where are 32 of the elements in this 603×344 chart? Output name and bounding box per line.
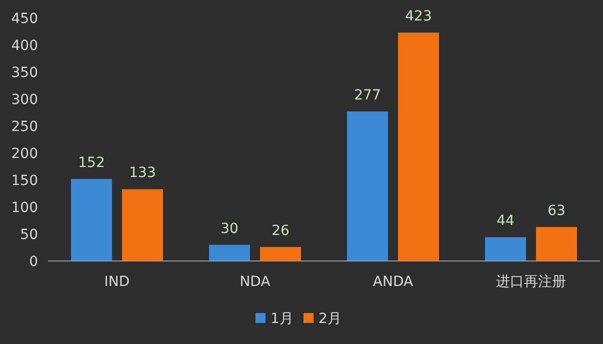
y-tick-label: 350 [11, 65, 38, 81]
y-tick-label: 400 [11, 38, 38, 54]
y-tick-label: 100 [11, 200, 38, 216]
legend-label: 1月 [270, 311, 294, 327]
bar [347, 111, 388, 261]
legend-label: 2月 [318, 311, 342, 327]
data-label: 277 [354, 87, 381, 104]
bar [536, 226, 577, 261]
data-label: 423 [405, 8, 432, 25]
data-label: 44 [496, 213, 514, 230]
bar [71, 178, 112, 261]
data-label: 133 [129, 165, 156, 182]
y-tick-label: 200 [11, 146, 38, 162]
data-label: 30 [220, 220, 238, 237]
bar [209, 244, 250, 261]
y-tick-label: 0 [29, 254, 38, 270]
data-label: 63 [548, 202, 566, 219]
y-tick-label: 450 [11, 11, 38, 27]
x-tick-label: ANDA [372, 274, 414, 290]
y-tick-label: 150 [11, 173, 38, 189]
y-tick-label: 50 [20, 227, 38, 243]
y-tick-label: 250 [11, 119, 38, 135]
x-tick-label: 进口再注册 [496, 274, 566, 290]
bar [398, 32, 439, 261]
data-label: 152 [78, 154, 105, 171]
x-tick-label: NDA [240, 274, 271, 290]
bar [122, 189, 163, 261]
bar [485, 237, 526, 261]
bar [260, 246, 301, 261]
data-label: 26 [272, 222, 290, 239]
x-tick-label: IND [104, 274, 130, 290]
y-tick-label: 300 [11, 92, 38, 108]
